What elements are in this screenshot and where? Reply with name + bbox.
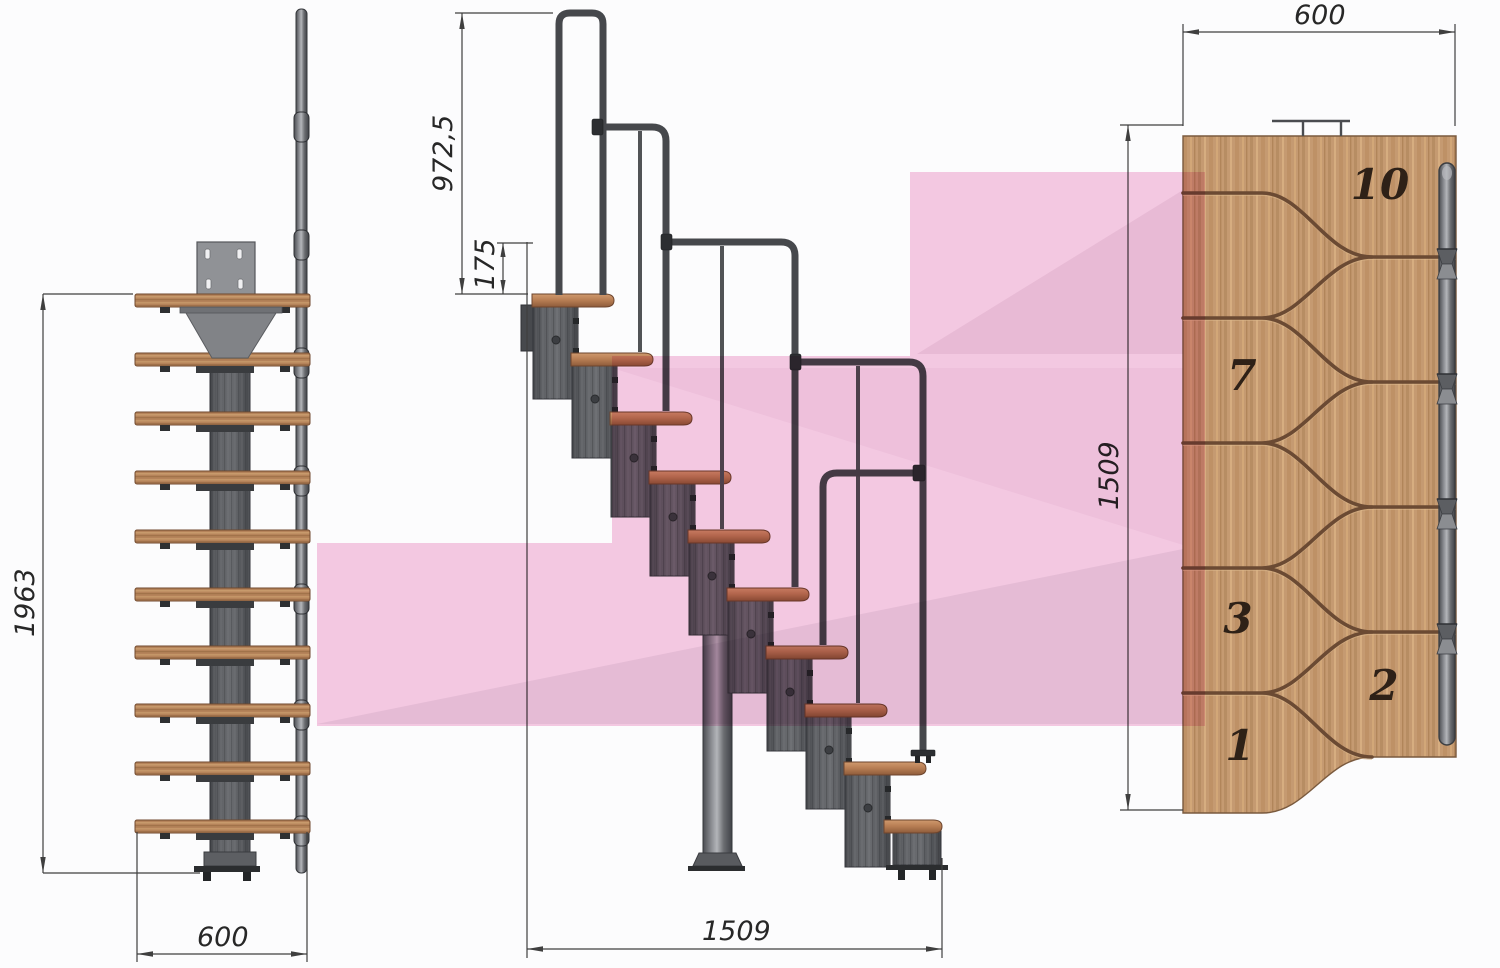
step-number-2: 2	[1368, 661, 1398, 710]
dim-plan-width: 600	[1182, 0, 1456, 126]
front-width-label: 600	[197, 922, 249, 953]
projection-ray-middle	[612, 368, 1183, 545]
step-number-7: 7	[1227, 351, 1256, 400]
wall-mount-plate	[196, 241, 256, 296]
step-number-3: 3	[1223, 594, 1252, 643]
front-view: 1963 600	[10, 8, 311, 962]
handrail-height-label: 972,5	[428, 115, 459, 192]
front-height-label: 1963	[10, 568, 41, 637]
plan-wall-bracket	[1272, 119, 1350, 136]
dim-front-height: 1963	[10, 293, 200, 874]
side-bottom-module	[883, 819, 948, 880]
dim-side-run: 1509	[526, 242, 943, 958]
top-offset-label: 175	[470, 238, 501, 290]
plan-width-label: 600	[1294, 0, 1346, 31]
plan-wood-panel	[1182, 135, 1457, 814]
dim-handrail-height: 972,5	[428, 12, 553, 295]
side-run-label: 1509	[702, 916, 771, 947]
projection-ray-bottom	[317, 549, 1183, 724]
column-gusset	[179, 306, 283, 359]
projection-overlay	[317, 172, 1205, 726]
handrail-rail-2	[603, 123, 670, 411]
handrail-loop	[555, 9, 607, 295]
dim-front-width: 600	[136, 832, 308, 962]
handrail-rail-3	[672, 238, 799, 587]
step-number-10: 10	[1351, 160, 1409, 209]
plan-handrail	[1436, 162, 1458, 746]
dim-top-offset: 175	[470, 238, 533, 294]
projection-ray-top	[917, 190, 1183, 354]
front-handrail-post	[293, 8, 310, 874]
step-number-1: 1	[1225, 721, 1254, 770]
